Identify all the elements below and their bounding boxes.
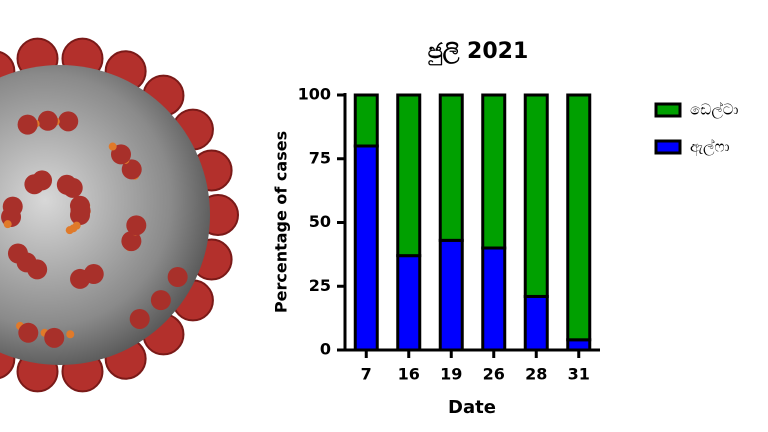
bar-segment — [523, 294, 549, 352]
spike — [24, 174, 45, 195]
legend-swatch — [654, 139, 682, 155]
spike — [18, 322, 39, 343]
x-tick-label: 7 — [361, 365, 372, 384]
dot — [108, 142, 117, 151]
bar-segment — [566, 338, 592, 352]
legend-label: ඇල්ෆා — [690, 137, 730, 156]
spike — [150, 290, 171, 311]
dot — [3, 220, 12, 229]
x-tick-label: 31 — [568, 365, 590, 384]
spike — [56, 174, 77, 195]
y-tick-label: 0 — [320, 340, 331, 359]
spike — [129, 308, 150, 329]
bar-segment — [481, 246, 507, 352]
spike — [83, 264, 104, 285]
legend-label: ඩෙල්ටා — [690, 100, 739, 118]
spike — [121, 231, 142, 252]
virus-illustration — [0, 37, 239, 393]
dot — [72, 221, 81, 230]
bar-segment — [396, 254, 422, 352]
dot — [66, 330, 75, 339]
y-axis-label: Percentage of cases — [272, 131, 291, 313]
x-tick-label: 26 — [483, 365, 505, 384]
spike — [37, 110, 58, 131]
spike — [110, 144, 131, 165]
y-tick-label: 25 — [309, 276, 331, 295]
bar-segment — [353, 144, 379, 352]
spike — [126, 215, 147, 236]
bar-segment — [481, 93, 507, 250]
spike — [27, 259, 48, 280]
spike — [58, 111, 79, 132]
x-axis-label: Date — [448, 397, 496, 418]
bar-segment — [566, 93, 592, 342]
x-tick-label: 28 — [525, 365, 547, 384]
bar-segment — [353, 93, 379, 148]
y-tick-label: 75 — [309, 148, 331, 167]
spike — [167, 267, 188, 288]
bar-segment — [438, 238, 464, 352]
chart-title: ජුලි 2021 — [428, 39, 529, 66]
bar-segment — [523, 93, 549, 298]
x-tick-label: 16 — [398, 365, 420, 384]
x-tick-label: 19 — [440, 365, 462, 384]
y-tick-label: 100 — [298, 85, 331, 104]
spike — [17, 114, 38, 135]
spike — [121, 159, 142, 180]
legend-swatch — [654, 102, 682, 118]
bar-segment — [396, 93, 422, 258]
bar-segment — [438, 93, 464, 242]
spike — [44, 327, 65, 348]
y-tick-label: 50 — [309, 212, 331, 231]
spike — [69, 195, 90, 216]
